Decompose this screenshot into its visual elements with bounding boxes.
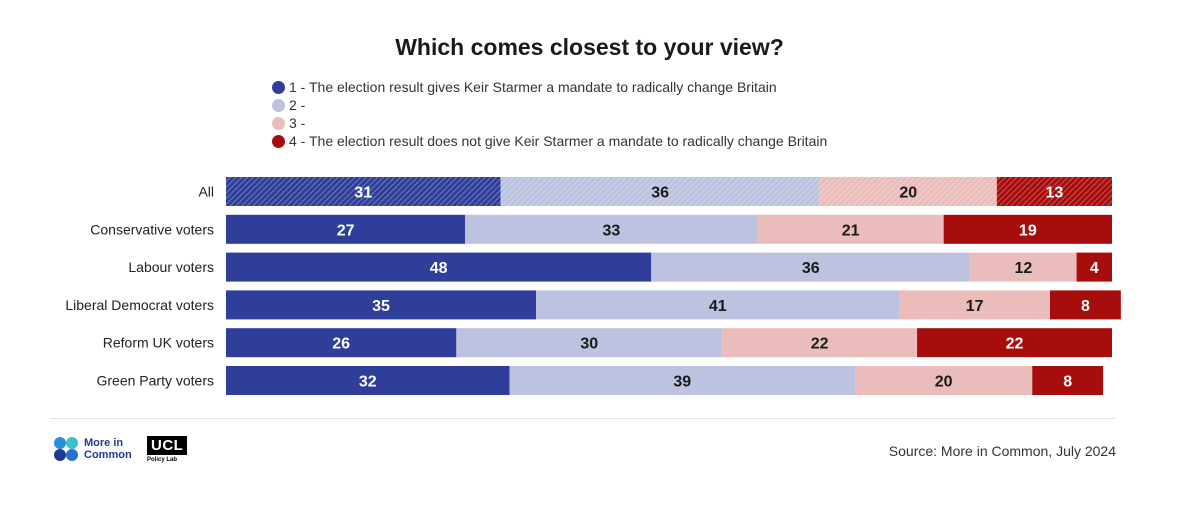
category-label: Labour voters: [128, 259, 214, 275]
legend: 1 - The election result gives Keir Starm…: [272, 78, 827, 150]
legend-item-1: 1 - The election result gives Keir Starm…: [272, 78, 827, 96]
bar-segment: [226, 214, 466, 244]
bar-segment: [226, 177, 501, 206]
bar-segment: [757, 214, 944, 244]
legend-label: 1 - The election result gives Keir Starm…: [289, 79, 777, 95]
bar-segment: [226, 366, 510, 395]
bar-segment: [819, 177, 997, 206]
legend-label: 3 -: [289, 115, 306, 131]
data-label: 48: [430, 260, 448, 277]
data-label: 8: [1081, 298, 1090, 315]
data-label: 20: [935, 374, 953, 391]
data-label: 30: [580, 336, 598, 353]
legend-label: 4 - The election result does not give Ke…: [289, 133, 828, 149]
stacked-bar-chart: 31 36 20 13 27 33 21 19 48 36 12 4 35 41 17 8 26 30 22 22 32…: [65, 177, 1121, 395]
data-label: 36: [651, 185, 669, 202]
bar-segment: [651, 252, 971, 282]
bar-segment: [456, 328, 723, 358]
ucl-policy-lab-logo: UCL Policy Lab: [147, 436, 188, 463]
more-in-common-logo-icon: [54, 437, 78, 461]
data-label: 39: [673, 374, 691, 391]
brand-line-1: More in: [84, 437, 124, 449]
bar-segment: [226, 252, 652, 282]
data-label: 21: [842, 222, 860, 239]
legend-item-2: 2 -: [272, 96, 827, 114]
category-label: Green Party voters: [97, 373, 215, 389]
source-note: Source: More in Common, July 2024: [888, 443, 1116, 459]
chart-title: Which comes closest to your view?: [395, 34, 784, 60]
legend-item-4: 4 - The election result does not give Ke…: [272, 132, 827, 150]
data-label: 35: [372, 298, 390, 315]
more-in-common-logo: More in Common: [52, 436, 132, 462]
data-label: 17: [966, 298, 984, 315]
legend-swatch: [272, 80, 285, 94]
category-label: All: [198, 184, 214, 200]
category-label: Conservative voters: [90, 221, 214, 237]
bar-segment: [226, 328, 457, 358]
data-label: 22: [811, 336, 829, 353]
data-label: 36: [802, 260, 820, 277]
bar-segment: [1049, 290, 1121, 320]
footer-divider: [50, 418, 1116, 419]
data-label: 22: [1006, 336, 1024, 353]
bar-segment: [996, 177, 1112, 206]
bar-segment: [943, 214, 1112, 244]
legend-swatch: [272, 116, 285, 130]
bar-segment: [536, 290, 900, 320]
data-label: 12: [1015, 260, 1033, 277]
brand-line-2: Common: [84, 449, 132, 461]
data-label: 4: [1090, 260, 1099, 277]
ucl-logo-subtitle: Policy Lab: [147, 457, 178, 463]
legend-item-3: 3 -: [272, 114, 827, 132]
data-label: 41: [709, 298, 727, 315]
data-label: 27: [337, 222, 355, 239]
data-label: 31: [354, 185, 372, 202]
bar-segment: [722, 328, 918, 358]
bar-segment: [855, 366, 1033, 395]
legend-swatch: [272, 134, 285, 148]
bar-segment: [500, 177, 820, 206]
bar-segment: [899, 290, 1050, 320]
bar-segment: [1032, 366, 1104, 395]
legend-swatch: [272, 98, 285, 112]
data-label: 13: [1046, 185, 1064, 202]
ucl-logo-text: UCL: [147, 436, 188, 455]
data-label: 8: [1063, 374, 1072, 391]
legend-label: 2 -: [289, 97, 306, 113]
bar-segment: [465, 214, 758, 244]
bar-segment: [970, 252, 1077, 282]
data-label: 26: [332, 336, 350, 353]
bar-segment: [509, 366, 856, 395]
category-label: Liberal Democrat voters: [65, 297, 214, 313]
bar-segment: [226, 290, 537, 320]
bar-segment: [1076, 252, 1112, 282]
data-label: 20: [899, 185, 917, 202]
data-label: 33: [603, 222, 621, 239]
data-label: 19: [1019, 222, 1037, 239]
bar-segment: [917, 328, 1112, 358]
data-label: 32: [359, 374, 377, 391]
category-label: Reform UK voters: [103, 335, 214, 351]
